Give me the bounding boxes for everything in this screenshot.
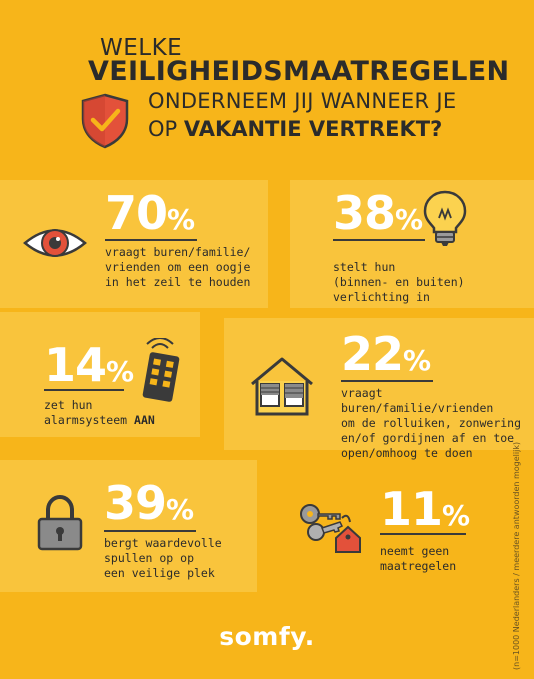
eye-icon (23, 229, 87, 257)
desc-line: om de rolluiken, zonwering (341, 416, 522, 430)
desc-line: maatregelen (380, 559, 457, 573)
stat-number: 38 (333, 186, 396, 240)
desc-line: een veilige plek (104, 566, 215, 580)
stat-number: 11 (380, 482, 443, 536)
desc-text: alarmsysteem (44, 413, 135, 427)
stat-description-14: zet hun alarmsysteem AAN (44, 398, 155, 428)
stat-number: 70 (105, 186, 168, 240)
stat-value-14: 14% (44, 338, 134, 392)
stat-percent: % (403, 344, 432, 377)
desc-line: stelt hun (333, 260, 396, 274)
stat-percent: % (395, 203, 424, 236)
house-icon (251, 357, 313, 416)
desc-line: vraagt buren/familie/ (105, 245, 251, 259)
stat-value-22: 22% (341, 327, 431, 381)
stat-number: 14 (44, 338, 107, 392)
stat-number: 22 (341, 327, 404, 381)
remote-control-icon (142, 338, 180, 402)
stat-description-39: bergt waardevolle spullen op op een veil… (104, 536, 222, 581)
header-line-3: ONDERNEEM JIJ WANNEER JE (148, 89, 457, 113)
desc-line: open/omhoog te doen (341, 446, 473, 460)
desc-line: bergt waardevolle (104, 536, 222, 550)
divider (341, 380, 433, 382)
stat-percent: % (167, 203, 196, 236)
stat-description-38: stelt hun (binnen- en buiten) verlichtin… (333, 260, 465, 305)
header-line-4: OP VAKANTIE VERTREKT? (148, 117, 442, 141)
desc-line: spullen op op (104, 551, 195, 565)
shield-check-icon (81, 93, 129, 149)
divider (105, 239, 197, 241)
desc-line: vraagt buren/familie/vrienden (341, 386, 494, 415)
divider (104, 530, 196, 532)
somfy-logo: somfy. (219, 622, 315, 651)
header-line-4-prefix: OP (148, 117, 184, 141)
stat-description-11: neemt geen maatregelen (380, 544, 456, 574)
stat-number: 39 (104, 476, 167, 530)
desc-line: alarmsysteem AAN (44, 413, 155, 428)
stat-value-70: 70% (105, 186, 195, 240)
keys-icon (300, 504, 361, 553)
lightbulb-icon (423, 190, 467, 246)
stat-value-11: 11% (380, 482, 470, 536)
divider (333, 239, 425, 241)
stat-description-70: vraagt buren/familie/ vrienden om een oo… (105, 245, 250, 290)
stat-value-38: 38% (333, 186, 423, 240)
panel-stat-38 (290, 180, 534, 308)
desc-line: (binnen- en buiten) (333, 275, 465, 289)
desc-line: vrienden om een oogje (105, 260, 251, 274)
desc-line: verlichting in (333, 290, 430, 304)
header-line-2: VEILIGHEIDSMAATREGELEN (88, 56, 510, 87)
padlock-icon (37, 494, 83, 551)
desc-line: zet hun (44, 398, 93, 412)
desc-line: in het zeil te houden (105, 275, 251, 289)
footnote: (n=1000 Nederlanders / meerdere antwoord… (512, 441, 521, 670)
desc-line: neemt geen (380, 544, 450, 558)
stat-percent: % (106, 355, 135, 388)
stat-value-39: 39% (104, 476, 194, 530)
stat-percent: % (442, 499, 471, 532)
stat-percent: % (166, 493, 195, 526)
stat-description-22: vraagt buren/familie/vrienden om de roll… (341, 386, 534, 461)
header-line-1: WELKE (100, 35, 183, 61)
header-line-4-bold: VAKANTIE VERTREKT? (183, 117, 443, 141)
desc-line: en/of gordijnen af en toe (341, 431, 515, 445)
desc-bold: AAN (134, 413, 155, 427)
divider (44, 389, 124, 391)
divider (380, 533, 466, 535)
